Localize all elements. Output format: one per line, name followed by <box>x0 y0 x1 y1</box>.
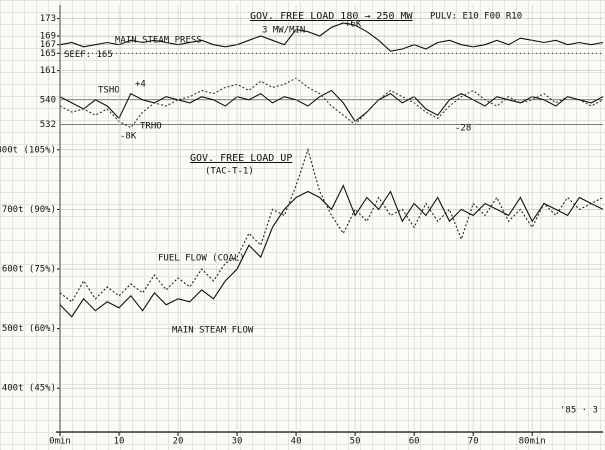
chart-subtitle: (TAC-T-1) <box>205 167 254 177</box>
x-tick-label: 30 <box>232 437 243 447</box>
series-label: MAIN STEAM PRESS <box>115 36 202 46</box>
y-tick-label: 700t (90%) <box>2 205 56 215</box>
y-tick-label: 161 <box>40 66 56 76</box>
x-tick-label: 10 <box>114 437 125 447</box>
y-tick-label: 165 <box>40 49 56 59</box>
x-tick-label: 20 <box>173 437 184 447</box>
y-tick-label: 800t (105%) <box>0 145 56 155</box>
annotation: -28 <box>455 124 471 134</box>
chart-title: GOV. FREE LOAD 180 → 250 MW <box>250 11 414 22</box>
annotation: PULV: E10 F00 R10 <box>430 12 522 22</box>
x-tick-label: 0min <box>49 437 71 447</box>
x-tick-label: 80min <box>519 437 546 447</box>
chart: 173169167165161540532SEEF: 165GOV. FREE … <box>0 0 605 450</box>
y-tick-label: 500t (60%) <box>2 324 56 334</box>
y2-tick-label: 540 <box>40 95 56 105</box>
x-tick-label: 50 <box>350 437 361 447</box>
series-label: MAIN STEAM FLOW <box>172 326 254 336</box>
x-tick-label: 40 <box>291 437 302 447</box>
y2-tick-label: 532 <box>40 120 56 130</box>
series-label: TRHO <box>140 122 162 132</box>
y-tick-label: 400t (45%) <box>2 384 56 394</box>
y-tick-label: 173 <box>40 14 56 24</box>
annotation: +4 <box>135 80 146 90</box>
y-tick-label: 600t (75%) <box>2 265 56 275</box>
annotation: '85 · 3 · 5 <box>560 406 605 416</box>
reference-label: SEEF: 165 <box>64 50 113 60</box>
x-tick-label: 60 <box>409 437 420 447</box>
x-tick-label: 70 <box>468 437 479 447</box>
series-line <box>60 186 603 317</box>
series-line <box>60 91 603 122</box>
annotation: -8K <box>120 132 137 142</box>
series-label: TSHO <box>98 86 120 96</box>
series-label: FUEL FLOW (COAL) <box>158 254 245 264</box>
series-line <box>60 150 603 302</box>
chart-title: GOV. FREE LOAD UP <box>190 153 292 164</box>
chart-sheet: 173169167165161540532SEEF: 165GOV. FREE … <box>0 0 605 450</box>
